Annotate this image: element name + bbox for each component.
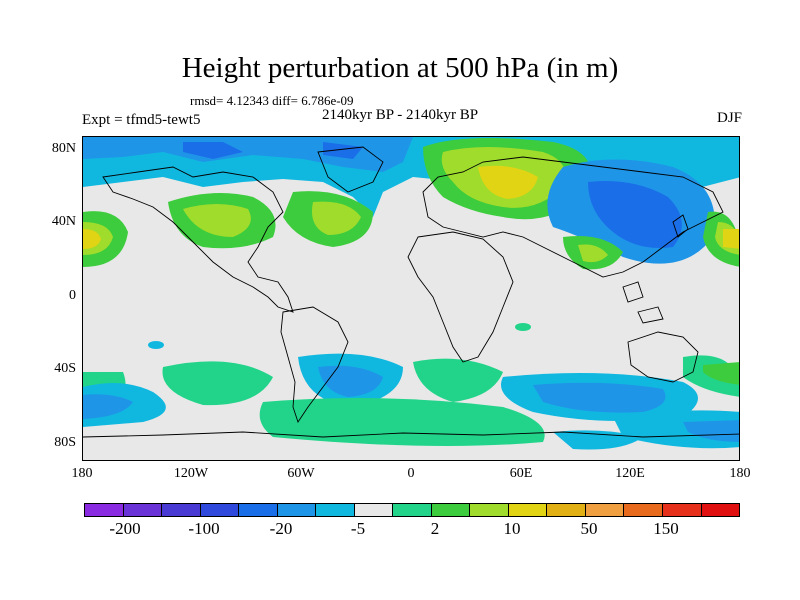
lat-tick-80s: 80S: [54, 435, 76, 450]
period-label: 2140kyr BP - 2140kyr BP: [322, 107, 479, 123]
colorbar-label: 2: [430, 519, 440, 538]
lat-tick-40n: 40N: [51, 214, 76, 229]
map-panel: [82, 136, 740, 461]
colorbar-label: 50: [580, 519, 598, 538]
colorbar-cell: [393, 504, 432, 516]
lat-tick-40s: 40S: [54, 361, 76, 376]
colorbar-cell: [431, 504, 471, 516]
colorbar-cell: [85, 504, 124, 516]
colorbar-cell: [277, 504, 317, 516]
lon-tick-60e: 60E: [509, 466, 533, 481]
colorbar-label: -5: [350, 519, 366, 538]
colorbar-cell: [316, 504, 355, 516]
colorbar-label: -100: [188, 519, 220, 538]
colorbar-cell: [624, 504, 663, 516]
colorbar-cell: [123, 504, 163, 516]
colorbar-cell: [354, 504, 394, 516]
contour-fields: [83, 137, 739, 450]
colorbar-cell: [239, 504, 278, 516]
colorbar-cell: [585, 504, 625, 516]
lon-tick-180e: 180: [729, 466, 751, 481]
lon-tick-120w: 120W: [173, 466, 209, 481]
colorbar-cell: [701, 504, 740, 516]
colorbar: [84, 503, 740, 517]
experiment-label: Expt = tfmd5-tewt5: [82, 112, 201, 128]
lon-tick-60w: 60W: [287, 466, 315, 481]
lon-tick-120e: 120E: [615, 466, 645, 481]
rmsd-diff-label: rmsd= 4.12343 diff= 6.786e-09: [190, 93, 354, 108]
colorbar-cell: [200, 504, 240, 516]
colorbar-label: 10: [503, 519, 521, 538]
colorbar-label: -200: [109, 519, 141, 538]
plot-title: Height perturbation at 500 hPa (in m): [181, 52, 619, 84]
lon-tick-0: 0: [407, 466, 415, 481]
lat-tick-80n: 80N: [51, 141, 76, 156]
colorbar-cell: [547, 504, 586, 516]
lon-tick-180w: 180: [71, 466, 93, 481]
contour-map: [83, 137, 739, 450]
colorbar-label: 150: [653, 519, 679, 538]
season-label: DJF: [716, 110, 742, 126]
colorbar-cell: [508, 504, 548, 516]
coastlines: [83, 146, 739, 438]
colorbar-cell: [470, 504, 509, 516]
colorbar-cell: [162, 504, 201, 516]
colorbar-cell: [662, 504, 702, 516]
colorbar-label: -20: [269, 519, 293, 538]
lat-tick-0: 0: [69, 288, 76, 303]
